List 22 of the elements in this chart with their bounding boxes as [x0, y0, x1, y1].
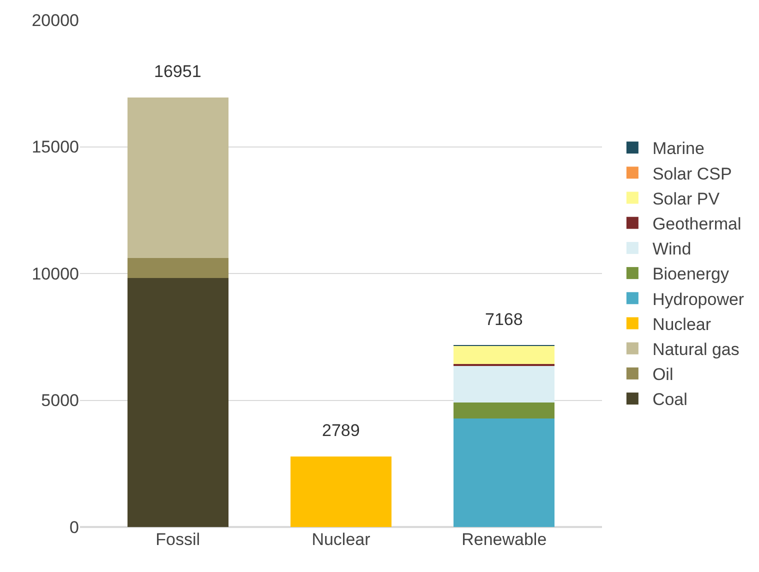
legend-label: Marine — [652, 139, 704, 158]
legend-label: Geothermal — [652, 214, 742, 234]
legend-label: Natural gas — [652, 340, 740, 359]
y-tick-label: 15000 — [32, 138, 79, 157]
legend-label: Hydropower — [652, 290, 744, 309]
legend-label: Bioenergy — [652, 264, 730, 284]
x-tick-label: Renewable — [462, 530, 547, 549]
x-tick-label: Fossil — [156, 530, 200, 549]
legend-label: Solar PV — [652, 189, 720, 208]
legend-label: Coal — [652, 390, 688, 410]
y-tick-label: 20000 — [32, 10, 79, 30]
legend-label: Nuclear — [652, 314, 712, 334]
legend-label: Solar CSP — [652, 164, 732, 184]
total-label: 7168 — [485, 310, 523, 329]
y-tick-label: 0 — [70, 518, 79, 537]
x-tick-label: Nuclear — [312, 530, 371, 549]
total-label: 2789 — [322, 421, 360, 440]
legend-label: Wind — [652, 240, 692, 259]
y-tick-label: 5000 — [41, 391, 79, 410]
total-label: 16951 — [154, 62, 202, 81]
legend-label: Oil — [652, 365, 674, 384]
y-tick-label: 10000 — [32, 264, 79, 284]
